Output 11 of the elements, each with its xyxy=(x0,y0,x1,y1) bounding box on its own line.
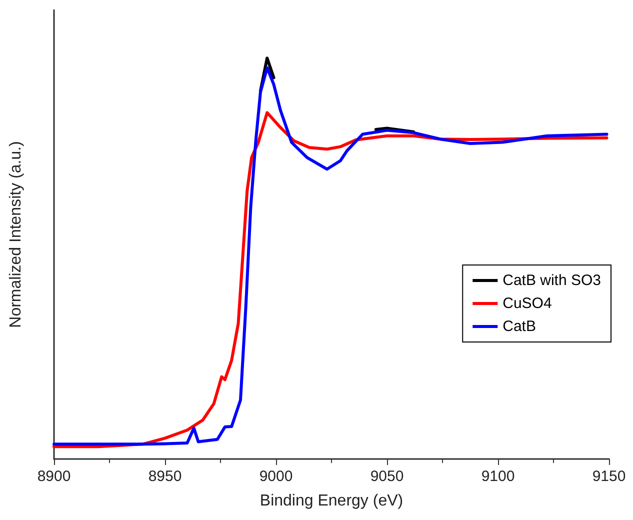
x-tick-label: 9150 xyxy=(592,468,626,485)
legend-label: CuSO4 xyxy=(502,295,552,312)
x-tick-label: 8950 xyxy=(148,468,182,485)
legend-label: CatB with SO3 xyxy=(502,272,602,289)
x-tick-label: 9000 xyxy=(259,468,293,485)
x-tick-label: 8900 xyxy=(37,468,71,485)
legend-label: CatB xyxy=(502,318,536,335)
y-axis-title: Normalized Intensity (a.u.) xyxy=(8,141,24,328)
x-axis-title: Binding Energy (eV) xyxy=(260,492,404,510)
x-tick-label: 9100 xyxy=(481,468,515,485)
x-tick-label: 9050 xyxy=(370,468,404,485)
